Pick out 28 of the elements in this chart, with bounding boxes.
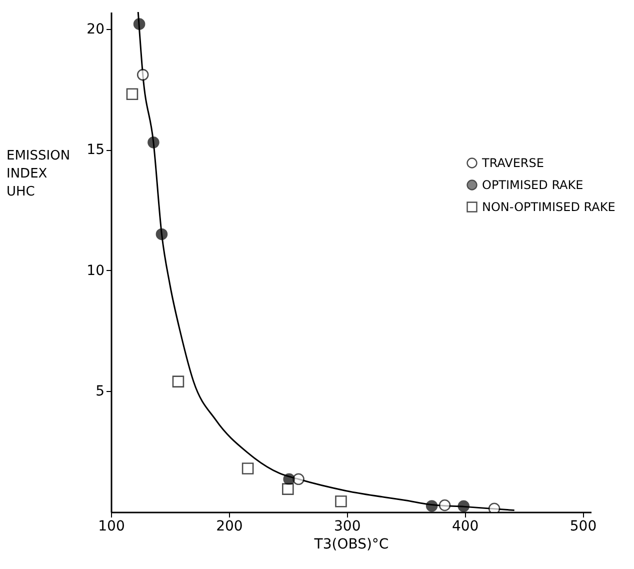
point bbox=[335, 495, 347, 508]
point bbox=[133, 18, 146, 30]
x-tick-label: 100 bbox=[98, 518, 125, 534]
point bbox=[156, 228, 168, 240]
x-tick-label: 200 bbox=[216, 518, 243, 534]
legend-label: OPTIMISED RAKE bbox=[482, 178, 584, 192]
point bbox=[426, 500, 438, 512]
x-axis-title: T3(OBS)°C bbox=[313, 536, 389, 552]
point bbox=[148, 136, 160, 148]
y-axis-title: EMISSION INDEX UHC bbox=[6, 148, 70, 200]
x-tick-label: 500 bbox=[570, 518, 597, 534]
y-tick-label: 20 bbox=[86, 21, 104, 38]
point bbox=[438, 499, 451, 512]
point bbox=[488, 502, 500, 512]
point bbox=[172, 376, 184, 388]
x-tick-label: 300 bbox=[334, 518, 361, 534]
legend-label: TRAVERSE bbox=[481, 156, 544, 170]
y-tick-label: 15 bbox=[86, 142, 104, 158]
point bbox=[282, 483, 294, 495]
point bbox=[242, 462, 254, 474]
point bbox=[292, 473, 304, 486]
y-tick-label: 5 bbox=[96, 384, 104, 400]
point bbox=[458, 500, 470, 512]
point bbox=[126, 88, 138, 100]
x-tick-label: 400 bbox=[452, 518, 479, 534]
y-tick-label: 10 bbox=[86, 262, 104, 279]
point bbox=[136, 68, 149, 81]
legend-label: NON-OPTIMISED RAKE bbox=[482, 200, 616, 214]
